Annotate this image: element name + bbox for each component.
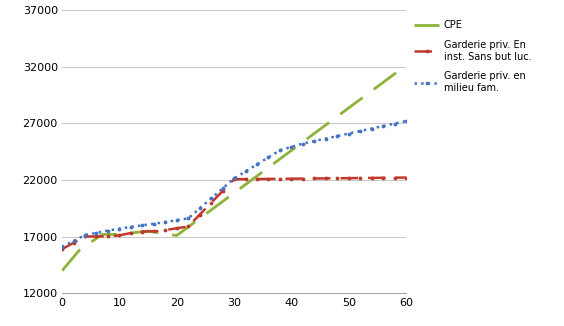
CPE — [59, 269, 65, 273]
Garderie priv. En
inst. Sans but luc. — [179, 225, 186, 229]
Legend: CPE, Garderie priv. En
inst. Sans but luc., Garderie priv. en
milieu fam.: CPE, Garderie priv. En inst. Sans but lu… — [415, 20, 531, 93]
Line: CPE: CPE — [62, 66, 406, 271]
Garderie priv. En
inst. Sans but luc. — [403, 176, 409, 180]
CPE — [139, 230, 146, 234]
Garderie priv. En
inst. Sans but luc. — [265, 177, 272, 181]
Garderie priv. En
inst. Sans but luc. — [139, 230, 146, 234]
CPE — [179, 229, 186, 233]
CPE — [127, 231, 134, 235]
Garderie priv. En
inst. Sans but luc. — [242, 177, 249, 181]
Garderie priv. en
milieu fam. — [403, 119, 409, 123]
CPE — [265, 166, 272, 170]
Garderie priv. en
milieu fam. — [357, 129, 364, 133]
CPE — [403, 64, 409, 67]
Garderie priv. en
milieu fam. — [265, 156, 272, 159]
Line: Garderie priv. En
inst. Sans but luc.: Garderie priv. En inst. Sans but luc. — [60, 175, 408, 252]
Garderie priv. en
milieu fam. — [179, 217, 186, 221]
Line: Garderie priv. en
milieu fam.: Garderie priv. en milieu fam. — [60, 119, 408, 249]
Garderie priv. En
inst. Sans but luc. — [127, 231, 134, 235]
Garderie priv. en
milieu fam. — [242, 170, 249, 173]
CPE — [357, 97, 364, 101]
Garderie priv. En
inst. Sans but luc. — [59, 247, 65, 251]
CPE — [242, 183, 249, 186]
Garderie priv. En
inst. Sans but luc. — [357, 176, 364, 180]
Garderie priv. en
milieu fam. — [139, 223, 146, 227]
Garderie priv. en
milieu fam. — [127, 225, 134, 229]
Garderie priv. en
milieu fam. — [59, 245, 65, 249]
